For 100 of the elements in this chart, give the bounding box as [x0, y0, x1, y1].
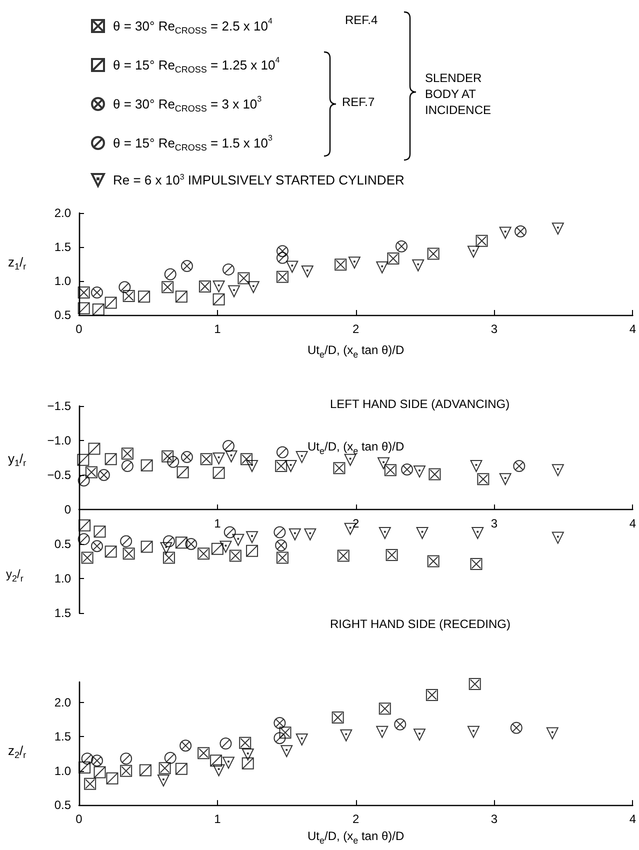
point: [138, 290, 150, 303]
point: [280, 745, 293, 758]
point: [84, 778, 96, 790]
y-tick-label: −1.5: [47, 399, 72, 413]
point: [78, 519, 91, 532]
point: [276, 245, 288, 258]
point: [140, 540, 153, 553]
point: [210, 754, 222, 767]
point: [394, 718, 406, 730]
point: [396, 240, 408, 252]
point: [78, 533, 90, 546]
point: [104, 546, 117, 558]
point: [225, 450, 238, 462]
y-tick-label: 2.0: [54, 696, 72, 710]
point: [276, 446, 288, 458]
point: [122, 290, 135, 302]
point: [180, 260, 193, 272]
point: [176, 466, 189, 478]
point: [401, 463, 414, 476]
point: [279, 726, 292, 739]
point: [212, 764, 225, 776]
x-tick-label: 4: [629, 322, 636, 336]
point: [222, 263, 234, 276]
x-tick-label: 4: [629, 516, 636, 530]
y-tick-label: 0.5: [54, 537, 72, 551]
point: [470, 558, 482, 570]
point: [120, 535, 132, 548]
y-tick-label: 1.0: [54, 572, 72, 586]
point: [286, 260, 298, 273]
point: [158, 762, 171, 774]
point: [376, 261, 388, 274]
point: [120, 764, 132, 777]
point: [276, 252, 288, 264]
point: [212, 293, 225, 306]
point: [332, 712, 344, 724]
point: [229, 550, 242, 562]
point: [275, 539, 288, 552]
point: [246, 544, 258, 557]
point: [274, 717, 286, 729]
x-tick-label: 1: [214, 516, 222, 530]
point: [90, 286, 103, 299]
y-tick-label: 0.5: [54, 308, 72, 322]
point: [185, 538, 198, 550]
y-tick-label: 1.0: [54, 274, 72, 288]
x-tick-label: 1: [214, 812, 222, 826]
point: [276, 270, 288, 283]
point: [467, 246, 480, 258]
point: [78, 302, 90, 314]
x-tick-label: 4: [629, 812, 636, 826]
y-tick-label: 1.5: [54, 240, 72, 254]
point: [238, 272, 250, 284]
point: [414, 728, 426, 741]
point: [220, 540, 232, 553]
point: [180, 740, 192, 752]
point: [242, 757, 254, 770]
point: [162, 281, 174, 294]
point: [468, 678, 481, 690]
point: [510, 722, 522, 734]
point: [94, 526, 106, 538]
point: [122, 548, 135, 560]
point: [513, 460, 526, 472]
point: [232, 534, 244, 546]
x-tick-label: 1: [214, 322, 222, 336]
point: [275, 460, 288, 472]
y-tick-label: 0.5: [54, 798, 72, 812]
point: [162, 552, 175, 564]
x-tick-label: 0: [76, 812, 83, 826]
point: [246, 531, 258, 544]
point: [247, 281, 260, 294]
point: [240, 453, 252, 466]
point: [376, 726, 388, 738]
y-tick-label: 0: [64, 502, 72, 516]
point: [337, 550, 350, 562]
point: [427, 555, 440, 568]
y-tick-label: −0.5: [47, 468, 72, 482]
point: [426, 688, 438, 701]
y-tick-label: −1.0: [47, 434, 72, 448]
point: [118, 281, 131, 294]
x-tick-label: 2: [352, 812, 360, 826]
x-tick-label: 3: [490, 322, 498, 336]
point: [386, 549, 398, 562]
point: [333, 462, 346, 474]
point: [81, 752, 94, 765]
point: [98, 469, 110, 481]
point: [378, 457, 390, 470]
point: [499, 226, 512, 239]
y-tick-label: 1.0: [54, 764, 72, 778]
point: [162, 535, 175, 548]
point: [88, 442, 100, 455]
point: [427, 248, 440, 260]
point: [180, 451, 193, 464]
point: [228, 285, 240, 298]
point: [175, 762, 188, 775]
point: [121, 460, 134, 472]
point: [387, 252, 400, 265]
text: RIGHT HAND SIDE (RECEDING): [330, 617, 510, 631]
point: [412, 259, 424, 272]
point: [552, 532, 564, 544]
x-tick-label: 3: [490, 812, 498, 826]
point: [175, 536, 188, 549]
